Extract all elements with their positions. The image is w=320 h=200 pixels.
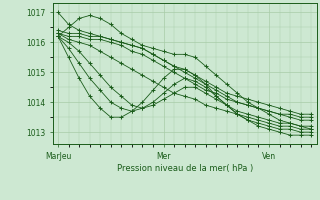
X-axis label: Pression niveau de la mer( hPa ): Pression niveau de la mer( hPa ) bbox=[116, 164, 253, 173]
